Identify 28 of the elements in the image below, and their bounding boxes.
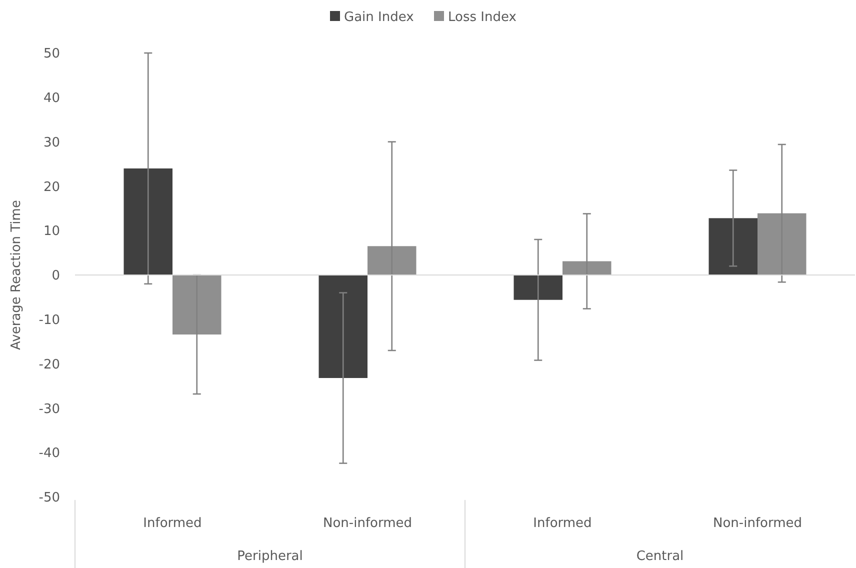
y-tick-label: 20 [43,180,60,195]
x-tick-label: Non-informed [322,516,412,531]
y-tick-label: -50 [38,490,60,506]
bar [514,275,562,300]
y-tick-label: 0 [52,268,60,284]
y-tick-label: 30 [43,135,60,150]
bar [368,246,416,275]
bar [758,213,806,275]
bar [708,218,758,275]
y-tick-label: -30 [38,402,60,417]
y-tick-label: 40 [43,90,60,106]
y-axis-title: Average Reaction Time [9,200,24,350]
x-tick-label: Informed [533,516,592,531]
y-tick-label: 10 [43,224,60,240]
legend-label: Gain Index [344,10,414,25]
y-tick-label: -40 [38,446,60,462]
bar [172,275,222,334]
legend-label: Loss Index [448,10,517,25]
y-tick-label: -20 [38,357,60,372]
x-tick-label: Non-informed [712,516,802,531]
text: Central [636,549,684,564]
bar [124,168,172,275]
x-tick-label: Informed [143,516,202,531]
bar [318,275,368,378]
text: Peripheral [237,549,303,564]
bar [562,261,612,275]
y-tick-label: 50 [43,46,60,62]
y-tick-label: -10 [38,312,60,328]
